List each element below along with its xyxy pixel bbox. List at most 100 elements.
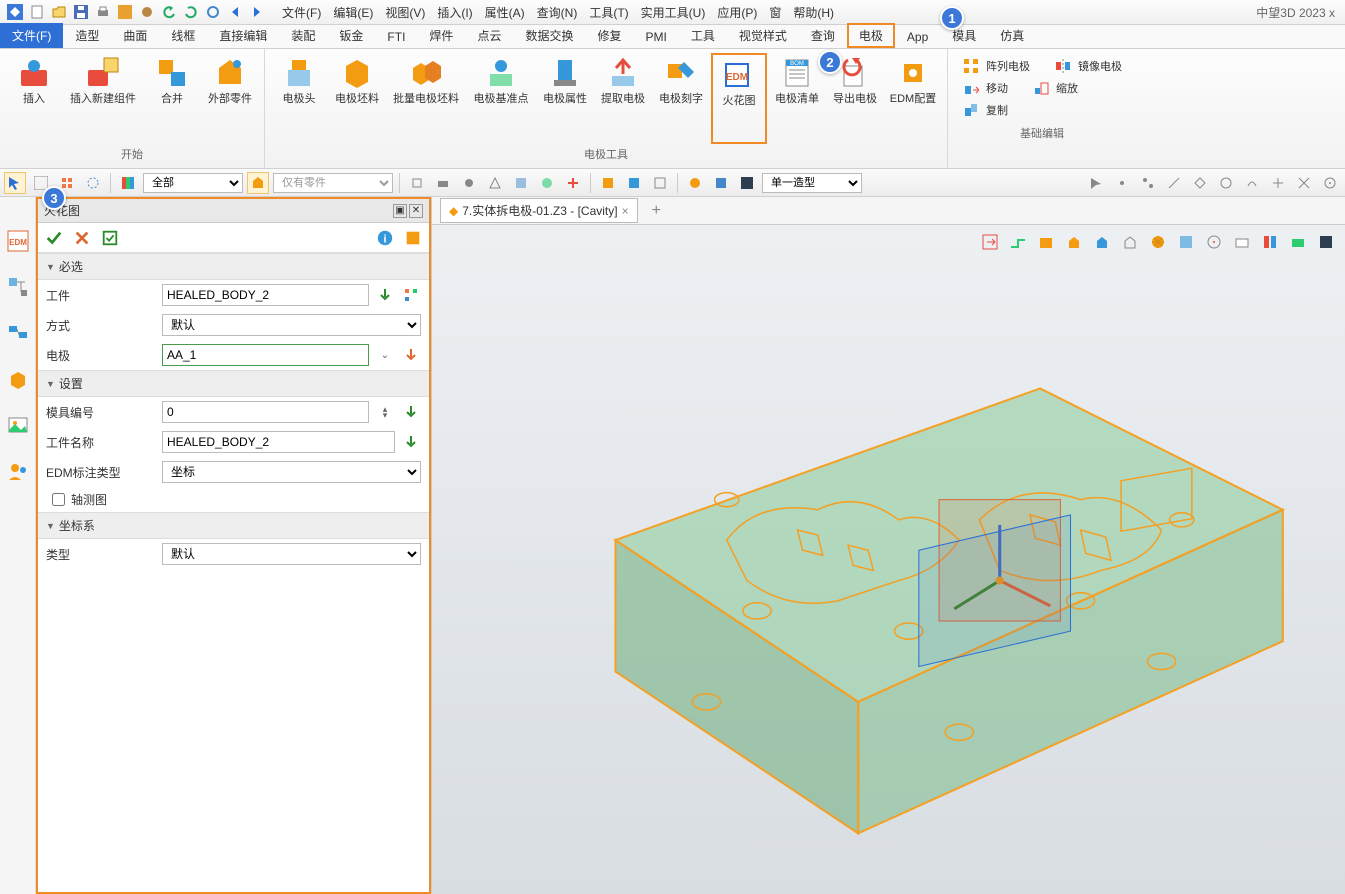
btn-electrode-blank[interactable]: 电极坯料 <box>329 53 385 144</box>
btn-copy[interactable]: 复制 <box>962 101 1122 119</box>
btn-merge[interactable]: 合并 <box>144 53 200 144</box>
menu-win[interactable]: 窗 <box>763 4 787 21</box>
rtab[interactable]: 数据交换 <box>513 23 585 48</box>
icon[interactable] <box>117 4 133 20</box>
tb2-icon[interactable] <box>536 172 558 194</box>
tb2-icon[interactable] <box>406 172 428 194</box>
tb2-icon[interactable] <box>484 172 506 194</box>
rtab[interactable]: 造型 <box>63 23 111 48</box>
tb2-icon[interactable] <box>510 172 532 194</box>
section-required[interactable]: 必选 <box>38 253 429 280</box>
tb2-icon[interactable] <box>736 172 758 194</box>
menu-help[interactable]: 帮助(H) <box>787 4 840 21</box>
tb2-icon[interactable] <box>562 172 584 194</box>
tb2-icon[interactable] <box>1267 172 1289 194</box>
expand-icon[interactable] <box>401 226 425 250</box>
cancel-icon[interactable] <box>70 226 94 250</box>
menu-insert[interactable]: 插入(I) <box>431 4 478 21</box>
vp-icon[interactable] <box>1007 231 1029 253</box>
btn-electrode-head[interactable]: 电极头 <box>271 53 327 144</box>
pick-icon[interactable] <box>401 402 421 422</box>
btn-move[interactable]: 移动 <box>962 79 1008 97</box>
undo-icon[interactable] <box>161 4 177 20</box>
menu-tool[interactable]: 工具(T) <box>583 4 634 21</box>
menu-app[interactable]: 应用(P) <box>711 4 763 21</box>
rtab[interactable]: 焊件 <box>417 23 465 48</box>
color-icon[interactable] <box>117 172 139 194</box>
rtab-file[interactable]: 文件(F) <box>0 23 63 48</box>
dock-user-icon[interactable] <box>4 457 32 485</box>
chevron-down-icon[interactable]: ⌄ <box>375 345 395 365</box>
pick-icon[interactable] <box>375 285 395 305</box>
rtab[interactable]: FTI <box>375 26 417 48</box>
tb2-icon[interactable] <box>1111 172 1133 194</box>
list-icon[interactable] <box>401 285 421 305</box>
open-icon[interactable] <box>51 4 67 20</box>
filter-select[interactable]: 全部 <box>143 173 243 193</box>
btn-array[interactable]: 阵列电极 <box>962 57 1030 75</box>
vp-icon[interactable] <box>1119 231 1141 253</box>
model-canvas[interactable] <box>432 257 1345 894</box>
vp-icon[interactable] <box>1203 231 1225 253</box>
rtab[interactable]: 查询 <box>799 23 847 48</box>
minimize-icon[interactable]: ▣ <box>393 204 407 218</box>
section-coords[interactable]: 坐标系 <box>38 512 429 539</box>
tb2-icon[interactable] <box>1319 172 1341 194</box>
electrode-input[interactable] <box>162 344 369 366</box>
tb2-icon[interactable] <box>247 172 269 194</box>
vp-icon[interactable] <box>979 231 1001 253</box>
new-icon[interactable] <box>29 4 45 20</box>
rtab[interactable]: 仿真 <box>988 23 1036 48</box>
rtab[interactable]: 装配 <box>279 23 327 48</box>
dock-layer-icon[interactable] <box>4 319 32 347</box>
dock-image-icon[interactable] <box>4 411 32 439</box>
back-icon[interactable] <box>227 4 243 20</box>
rtab[interactable]: PMI <box>633 26 678 48</box>
tb2-icon[interactable] <box>1137 172 1159 194</box>
rtab[interactable]: 曲面 <box>111 23 159 48</box>
btn-engrave[interactable]: 电极刻字 <box>653 53 709 144</box>
forward-icon[interactable] <box>249 4 265 20</box>
tb2-icon[interactable] <box>82 172 104 194</box>
vp-icon[interactable] <box>1035 231 1057 253</box>
btn-insert[interactable]: 插入 <box>6 53 62 144</box>
save-icon[interactable] <box>73 4 89 20</box>
moldnum-input[interactable] <box>162 401 369 423</box>
menu-util[interactable]: 实用工具(U) <box>635 4 712 21</box>
btn-insert-new[interactable]: 插入新建组件 <box>64 53 142 144</box>
viewmode-select[interactable]: 单一造型 <box>762 173 862 193</box>
btn-electrode-list[interactable]: BOM电极清单 <box>769 53 825 144</box>
icon[interactable] <box>139 4 155 20</box>
btn-external[interactable]: 外部零件 <box>202 53 258 144</box>
btn-scale[interactable]: 缩放 <box>1032 79 1078 97</box>
apply-icon[interactable] <box>98 226 122 250</box>
add-tab-icon[interactable]: + <box>646 202 667 220</box>
tb2-icon[interactable] <box>597 172 619 194</box>
menu-attr[interactable]: 属性(A) <box>479 4 531 21</box>
tb2-icon[interactable] <box>1085 172 1107 194</box>
section-settings[interactable]: 设置 <box>38 370 429 397</box>
coord-type-select[interactable]: 默认 <box>162 543 421 565</box>
rtab[interactable]: 工具 <box>679 23 727 48</box>
icon[interactable] <box>205 4 221 20</box>
tb2-icon[interactable] <box>710 172 732 194</box>
rtab[interactable]: App <box>895 26 940 48</box>
close-icon[interactable]: ✕ <box>409 204 423 218</box>
axon-checkbox[interactable] <box>52 493 65 506</box>
rtab[interactable]: 视觉样式 <box>727 23 799 48</box>
rtab[interactable]: 线框 <box>159 23 207 48</box>
select-mode-icon[interactable] <box>4 172 26 194</box>
menu-query[interactable]: 查询(N) <box>531 4 584 21</box>
print-icon[interactable] <box>95 4 111 20</box>
workpiece-input[interactable] <box>162 284 369 306</box>
btn-spark-drawing[interactable]: EDM火花图 <box>711 53 767 144</box>
tb2-icon[interactable] <box>649 172 671 194</box>
pick-icon[interactable] <box>401 345 421 365</box>
dock-box-icon[interactable] <box>4 365 32 393</box>
stepper-icon[interactable]: ▴▾ <box>375 402 395 422</box>
tb2-icon[interactable] <box>1189 172 1211 194</box>
partname-input[interactable] <box>162 431 395 453</box>
tb2-icon[interactable] <box>1293 172 1315 194</box>
rtab[interactable]: 点云 <box>465 23 513 48</box>
ok-icon[interactable] <box>42 226 66 250</box>
